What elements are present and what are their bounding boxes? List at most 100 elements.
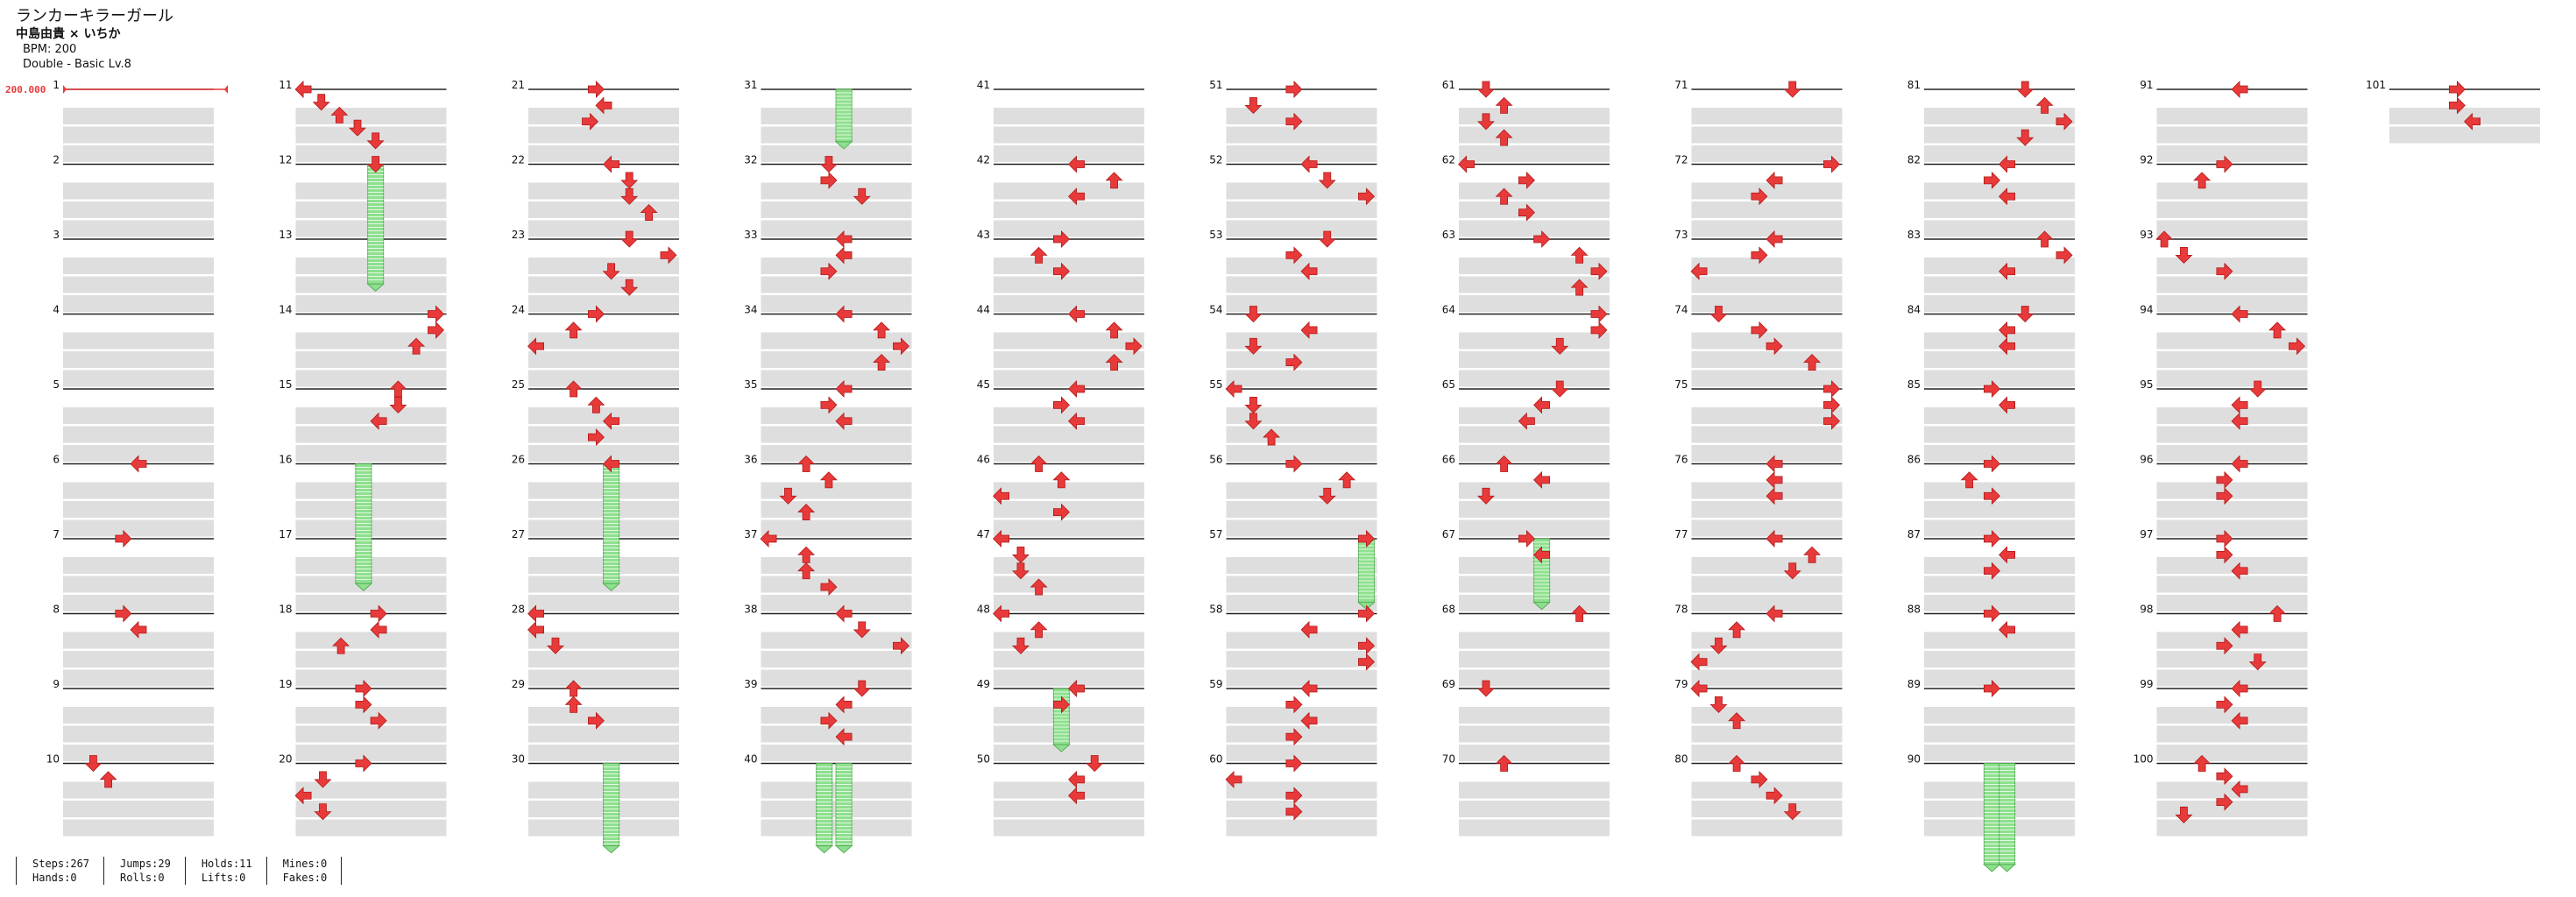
measure-band xyxy=(1691,295,1843,312)
measure-number: 75 xyxy=(1674,378,1688,391)
measure-band xyxy=(528,351,679,368)
step-arrow xyxy=(620,172,639,189)
measure-band xyxy=(1924,651,2075,667)
measure-band xyxy=(1924,632,2075,649)
measure-band xyxy=(994,258,1144,274)
measure-band xyxy=(761,519,912,537)
step-arrow xyxy=(312,94,330,111)
measure-number: 42 xyxy=(977,154,990,166)
step-arrow xyxy=(2216,155,2233,173)
measure-number: 64 xyxy=(1442,304,1455,316)
step-arrow xyxy=(1495,96,1513,114)
step-arrow xyxy=(366,156,385,173)
measure-band xyxy=(994,651,1144,667)
measure-band xyxy=(2156,201,2308,218)
measure-band xyxy=(1459,781,1610,799)
measure-band xyxy=(1226,145,1377,162)
step-arrow xyxy=(1709,306,1728,323)
hold-note xyxy=(834,88,853,150)
step-arrow xyxy=(2016,81,2035,98)
step-arrow xyxy=(588,305,605,323)
step-arrow xyxy=(1983,562,2000,580)
step-arrow xyxy=(1285,696,1303,714)
measure-band xyxy=(63,781,214,799)
measure-number: 77 xyxy=(1674,528,1688,540)
step-arrow xyxy=(1300,155,1318,173)
step-arrow xyxy=(1983,171,2000,189)
measure-band xyxy=(63,407,214,424)
measure-number: 31 xyxy=(744,79,757,91)
step-arrow xyxy=(1458,155,1475,173)
step-arrow xyxy=(1263,428,1281,446)
step-arrow xyxy=(603,155,619,173)
measure-band xyxy=(1691,332,1843,350)
measure-band xyxy=(1924,707,2075,724)
step-arrow xyxy=(1318,230,1336,248)
step-arrow xyxy=(84,755,103,773)
measure-band xyxy=(1924,108,2075,124)
measure-band xyxy=(295,332,447,350)
measure-number: 55 xyxy=(1209,378,1222,391)
step-arrow xyxy=(1105,172,1123,189)
measure-number: 68 xyxy=(1442,604,1455,616)
measure-number: 2 xyxy=(53,154,60,166)
step-arrow xyxy=(370,604,387,623)
measure-band xyxy=(2156,126,2308,144)
measure-band xyxy=(1691,108,1843,124)
step-arrow xyxy=(1285,455,1303,473)
step-arrow xyxy=(2216,470,2233,489)
measure-number: 84 xyxy=(1907,304,1921,316)
step-arrow xyxy=(1823,155,1841,173)
step-arrow xyxy=(2155,230,2174,248)
step-arrow xyxy=(893,337,910,356)
measure-band xyxy=(761,632,912,649)
song-artist: 中島由貴 × いちか xyxy=(16,27,121,41)
hold-tail xyxy=(366,283,385,292)
step-arrow xyxy=(2056,246,2073,265)
measure-band xyxy=(295,801,447,817)
measure-band xyxy=(295,370,447,387)
measure-band xyxy=(1924,182,2075,200)
measure-band xyxy=(1691,220,1843,237)
measure-band xyxy=(1459,351,1610,368)
measure-band xyxy=(1691,126,1843,144)
step-arrow xyxy=(1728,621,1746,639)
step-arrow xyxy=(1570,279,1589,296)
step-arrow xyxy=(1068,187,1085,206)
measure-band xyxy=(1226,501,1377,518)
measure-band xyxy=(994,201,1144,218)
measure-band xyxy=(994,501,1144,518)
measure-band xyxy=(1459,745,1610,761)
hold-note xyxy=(1998,763,2016,872)
step-arrow xyxy=(564,696,583,713)
measure-band xyxy=(761,707,912,724)
measure-band xyxy=(528,426,679,443)
measure-band xyxy=(994,557,1144,574)
measure-band xyxy=(2156,801,2308,817)
measure-band xyxy=(63,576,214,593)
measure-band xyxy=(761,576,912,593)
measure-band xyxy=(994,801,1144,817)
measure-number: 36 xyxy=(744,454,757,466)
measure-band xyxy=(2156,407,2308,424)
measure-band xyxy=(1459,258,1610,274)
step-arrow xyxy=(1728,712,1746,730)
measure-band xyxy=(994,295,1144,312)
step-arrow xyxy=(1983,680,2000,697)
step-arrow xyxy=(588,428,605,447)
measure-number: 91 xyxy=(2140,79,2153,91)
measure-band xyxy=(1459,632,1610,649)
measure-band xyxy=(528,745,679,761)
step-arrow xyxy=(2216,767,2233,786)
measure-band xyxy=(1459,482,1610,499)
measure-number: 81 xyxy=(1907,79,1921,91)
measure-band xyxy=(295,126,447,144)
measure-band xyxy=(1226,651,1377,667)
stat-rolls: Rolls:0 xyxy=(120,872,165,884)
measure-band xyxy=(761,426,912,443)
measure-number: 20 xyxy=(279,753,292,766)
step-arrow xyxy=(1105,321,1123,339)
song-title: ランカーキラーガール xyxy=(16,7,173,25)
measure-band xyxy=(1226,182,1377,200)
stat-hands: Hands:0 xyxy=(32,872,77,884)
